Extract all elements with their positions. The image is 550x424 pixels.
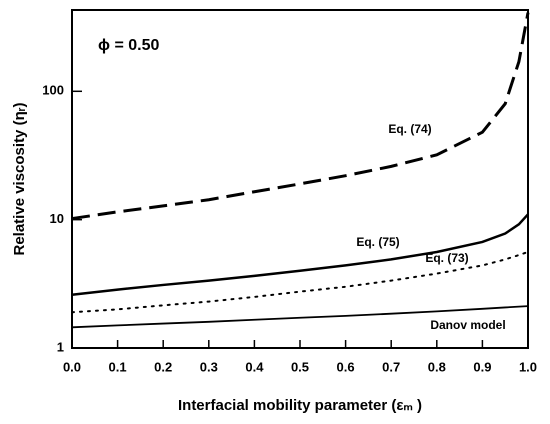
series-label: Eq. (74) — [388, 122, 431, 136]
x-tick-label: 0.5 — [291, 359, 309, 374]
series-label: Eq. (73) — [425, 251, 468, 265]
x-tick-label: 0.8 — [428, 359, 446, 374]
plot-frame — [71, 9, 529, 349]
x-tick-label: 0.4 — [245, 359, 264, 374]
series-line — [71, 12, 530, 221]
series-line — [71, 305, 529, 329]
x-tick-label: 0.9 — [473, 359, 491, 374]
x-tick-label: 0.3 — [200, 359, 218, 374]
series-line — [71, 250, 529, 314]
y-tick-label: 1 — [57, 339, 64, 354]
y-tick-label: 100 — [42, 83, 64, 98]
annotation: ϕ = 0.50 — [98, 37, 159, 54]
series-label: Eq. (75) — [356, 235, 399, 249]
y-tick-label: 10 — [50, 211, 64, 226]
x-tick-label: 0.2 — [154, 359, 172, 374]
x-tick-label: 0.1 — [109, 359, 127, 374]
x-tick-label: 0.6 — [337, 359, 355, 374]
series-label: Danov model — [430, 318, 505, 332]
x-tick-label: 1.0 — [519, 359, 537, 374]
series-line — [71, 213, 529, 296]
y-axis-label: Relative viscosity (ηᵣ) — [11, 102, 28, 255]
x-tick-label: 0.7 — [382, 359, 400, 374]
x-tick-label: 0.0 — [63, 359, 81, 374]
x-axis-label: Interfacial mobility parameter (εₘ ) — [178, 397, 422, 414]
